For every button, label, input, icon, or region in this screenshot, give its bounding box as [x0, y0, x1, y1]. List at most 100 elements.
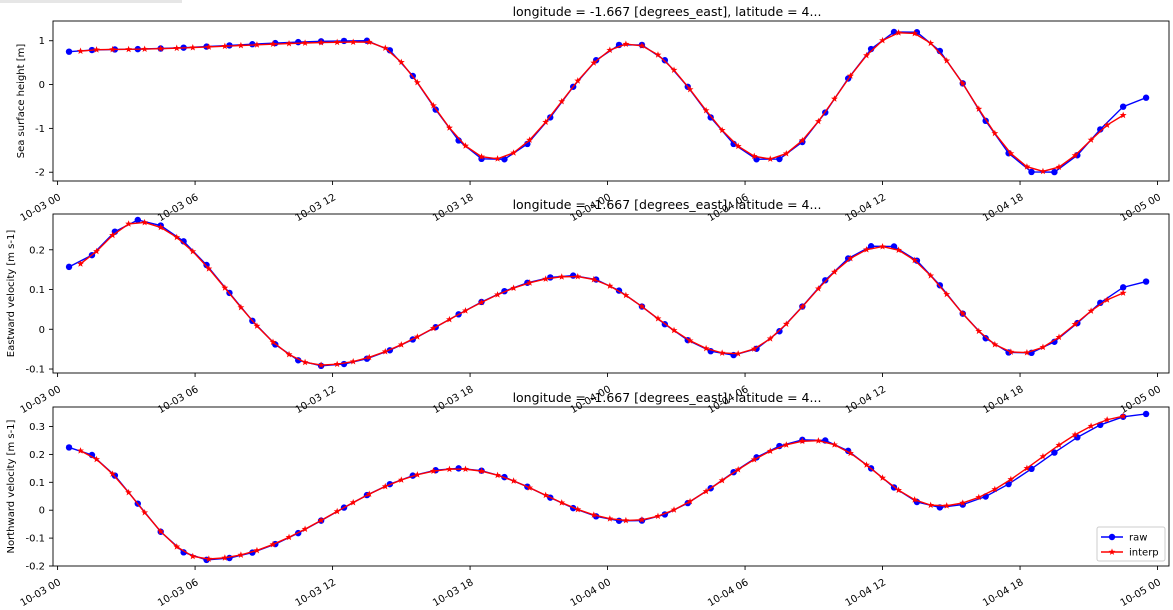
interp-point — [125, 220, 133, 227]
interp-point — [269, 540, 277, 548]
interp-point — [1103, 416, 1111, 423]
interp-point — [1119, 289, 1127, 296]
interp-point — [381, 348, 389, 355]
chart-title: longitude = -1.667 [degrees_east], latit… — [513, 4, 822, 19]
raw-point — [936, 47, 944, 55]
raw-point — [1051, 449, 1058, 456]
y-tick-label: -2 — [35, 168, 45, 179]
interp-point — [911, 496, 919, 503]
x-tick-label: 10-03 00 — [19, 384, 63, 416]
legend: raw interp — [1096, 526, 1166, 562]
interp-point — [1119, 412, 1127, 420]
chart-title: longitude = -1.667 [degrees_east], latit… — [513, 390, 822, 405]
interp-point — [959, 499, 967, 506]
interp-point — [462, 142, 469, 149]
x-tick-label: 10-03 06 — [156, 577, 200, 609]
interp-point — [237, 551, 245, 558]
interp-point — [413, 333, 421, 340]
interp-point — [911, 256, 919, 264]
y-axis-label: Eastward velocity [m s-1] — [6, 230, 17, 358]
interp-point — [478, 153, 485, 160]
interp-point — [109, 45, 116, 53]
interp-point — [365, 38, 373, 46]
interp-point — [317, 361, 325, 368]
interp-point — [1071, 431, 1079, 438]
interp-point — [975, 105, 983, 112]
interp-point — [670, 506, 678, 513]
interp-point — [734, 466, 742, 473]
interp-point — [590, 511, 598, 518]
interp-point — [943, 502, 951, 509]
raw-point — [180, 238, 187, 245]
x-tick-label: 10-03 12 — [294, 384, 338, 416]
interp-point — [413, 78, 421, 86]
interp-point — [301, 525, 309, 533]
interp-point — [478, 298, 485, 306]
axes-frame — [52, 213, 1170, 374]
interp-point — [895, 486, 903, 494]
raw-point — [982, 335, 989, 342]
interp-point — [253, 546, 261, 554]
interp-point — [927, 272, 935, 279]
interp-point — [462, 465, 469, 473]
interp-point — [895, 29, 903, 36]
interp-point — [814, 117, 822, 125]
raw-point — [65, 444, 73, 451]
interp-point — [253, 41, 261, 48]
interp-point — [558, 499, 566, 506]
interp-point — [77, 260, 84, 267]
interp-point — [141, 218, 149, 226]
y-tick-label: -1 — [35, 124, 45, 135]
x-tick-label: 10-04 06 — [706, 577, 750, 609]
raw-point — [1142, 410, 1150, 418]
interp-point — [77, 47, 84, 55]
interp-point — [1055, 333, 1063, 341]
interp-point — [1071, 320, 1079, 328]
interp-point — [718, 126, 726, 134]
interp-point — [911, 29, 919, 37]
interp-point — [782, 441, 790, 448]
interp-point — [526, 136, 534, 143]
interp-point — [606, 282, 614, 289]
interp-point — [1007, 348, 1015, 355]
raw-point — [455, 465, 462, 472]
interp-point — [702, 344, 710, 352]
interp-point — [895, 246, 903, 254]
interp-point — [301, 39, 309, 46]
y-tick-label: 0.3 — [29, 422, 45, 433]
interp-point — [173, 543, 181, 550]
interp-point — [718, 349, 726, 356]
interp-point — [798, 136, 806, 144]
interp-point — [814, 285, 822, 292]
raw-point — [1097, 299, 1104, 307]
interp-point — [1087, 307, 1095, 314]
y-tick-label: -0.1 — [25, 534, 45, 545]
raw-point — [386, 47, 394, 54]
interp-point — [1055, 441, 1063, 449]
x-tick-label: 10-04 18 — [981, 384, 1025, 416]
interp-point — [189, 552, 197, 560]
interp-point — [333, 38, 341, 46]
interp-point — [1007, 149, 1015, 157]
interp-point — [205, 43, 213, 50]
interp-point — [686, 337, 694, 344]
legend-interp-marker — [1108, 548, 1116, 555]
interp-point — [510, 149, 518, 156]
interp-point — [831, 95, 838, 102]
interp-point — [542, 275, 550, 282]
interp-point — [1039, 452, 1047, 460]
interp-point — [654, 512, 662, 520]
axes-frame — [52, 20, 1170, 182]
interp-point — [943, 290, 951, 298]
raw-point — [203, 261, 210, 269]
interp-point — [622, 40, 630, 48]
window-strip — [0, 0, 182, 3]
interp-point — [606, 46, 614, 53]
raw-point — [1097, 126, 1104, 133]
interp-point — [574, 77, 582, 84]
raw-point — [455, 137, 462, 144]
x-tick-label: 10-03 00 — [19, 192, 63, 224]
interp-point — [1023, 348, 1031, 356]
interp-point — [77, 447, 84, 454]
interp-point — [718, 476, 726, 484]
